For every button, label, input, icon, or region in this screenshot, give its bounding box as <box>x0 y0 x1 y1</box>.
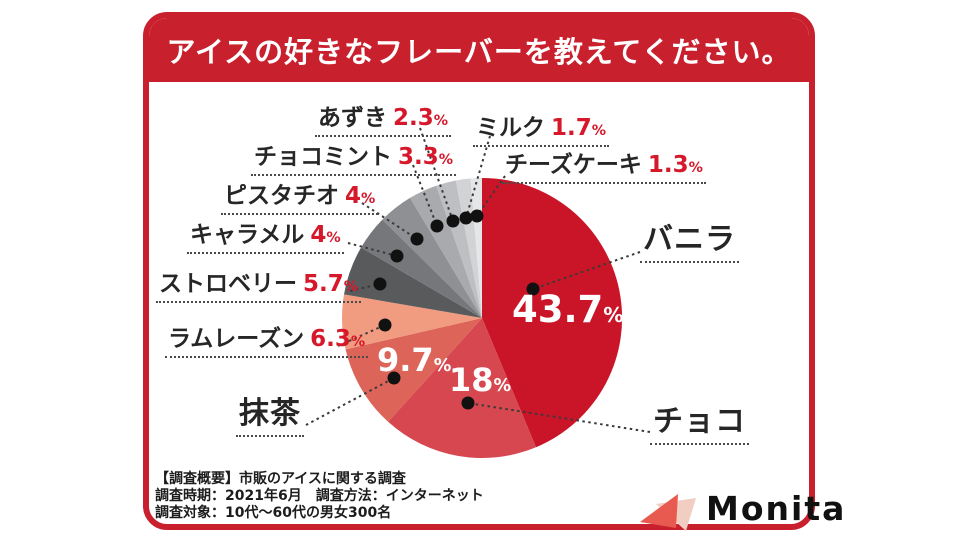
survey-overview-line3: 調査対象：10代〜60代の男女300名 <box>155 505 392 521</box>
pie-value-matcha: 9.7% <box>377 341 452 379</box>
survey-question-title: アイスの好きなフレーバーを教えてください。 <box>166 35 792 69</box>
survey-overview-line1: 【調査概要】市販のアイスに関する調査 <box>155 471 406 487</box>
pie-value-vanilla: 43.7% <box>512 288 624 331</box>
flavor-label-pistachio: ピスタチオ 4% <box>221 176 379 215</box>
flavor-label-choco: チョコ <box>650 396 749 445</box>
logo: Monita <box>638 484 846 532</box>
flavor-label-strawberry: ストロベリー 5.7% <box>156 264 362 303</box>
flavor-label-matcha: 抹茶 <box>236 388 304 437</box>
flavor-label-milk: ミルク 1.7% <box>473 108 610 147</box>
flavor-label-choco-mint: チョコミント 3.3% <box>251 137 457 176</box>
flavor-label-vanilla: バニラ <box>640 214 739 263</box>
logo-text: Monita <box>706 488 847 528</box>
flavor-label-cheesecake: チーズケーキ 1.3% <box>502 145 706 184</box>
flavor-label-azuki: あずき 2.3% <box>315 98 452 137</box>
flavor-label-rum-raisin: ラムレーズン 6.3% <box>165 319 369 358</box>
pie-value-choco: 18% <box>449 361 512 399</box>
flavor-label-caramel: キャラメル 4% <box>187 215 344 254</box>
logo-triangle-icon <box>640 494 696 531</box>
survey-overview: 【調査概要】市販のアイスに関する調査 調査時期：2021年6月 調査方法：インタ… <box>155 471 484 522</box>
title-banner: アイスの好きなフレーバーを教えてください。 <box>149 18 809 82</box>
survey-overview-line2: 調査時期：2021年6月 調査方法：インターネット <box>155 488 484 504</box>
